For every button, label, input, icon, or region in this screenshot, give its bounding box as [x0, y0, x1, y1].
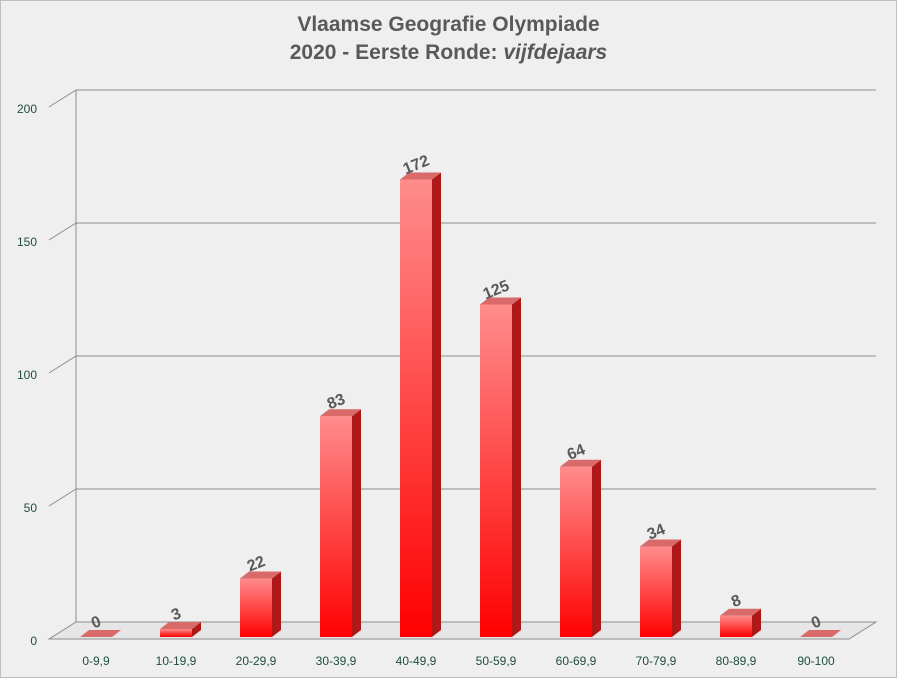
- bar: [320, 416, 352, 637]
- chart-title-line2: 2020 - Eerste Ronde: vijfdejaars: [1, 39, 896, 67]
- x-tick-label: 90-100: [797, 654, 835, 668]
- gridline-side: [48, 355, 77, 374]
- data-label: 83: [325, 391, 348, 413]
- gridlines: [48, 89, 876, 507]
- chart-title-line1: Vlaamse Geografie Olympiade: [297, 13, 600, 36]
- bar-top: [800, 630, 841, 637]
- bar-top: [320, 409, 361, 417]
- bar-top: [720, 608, 761, 616]
- chart-title: Vlaamse Geografie Olympiade 2020 - Eerst…: [1, 11, 896, 67]
- bars: [80, 172, 841, 638]
- bar-side: [512, 297, 521, 637]
- bar-top: [80, 630, 121, 637]
- chart-title-line2-italic: vijfdejaars: [503, 41, 608, 64]
- y-tick-label: 100: [17, 368, 37, 382]
- data-label: 22: [245, 553, 268, 575]
- bar-side: [432, 172, 441, 638]
- bar: [560, 466, 592, 637]
- chart-floor: [47, 90, 878, 640]
- bar: [400, 179, 432, 638]
- x-tick-label: 40-49,9: [396, 654, 437, 668]
- y-axis-ticks: 0 50 100 150 200: [17, 102, 37, 648]
- bar-top: [400, 172, 441, 180]
- data-label: 64: [565, 441, 588, 463]
- bar-top: [480, 297, 521, 305]
- y-tick-label: 50: [24, 501, 38, 515]
- x-tick-label: 50-59,9: [476, 654, 517, 668]
- y-tick-label: 0: [30, 634, 37, 648]
- x-axis-ticks: 0-9,9 10-19,9 20-29,9 30-39,9 40-49,9 50-59,9…: [82, 654, 835, 668]
- y-tick-label: 150: [17, 235, 37, 249]
- y-tick-label: 200: [17, 102, 37, 116]
- chart-title-line2-prefix: 2020 - Eerste Ronde:: [289, 41, 504, 64]
- bar: [640, 546, 672, 637]
- x-tick-label: 80-89,9: [716, 654, 757, 668]
- bar-side: [592, 459, 601, 637]
- x-tick-label: 70-79,9: [636, 654, 677, 668]
- bar: [160, 629, 192, 637]
- bar-side: [352, 409, 361, 637]
- bar-top: [240, 571, 281, 579]
- x-tick-label: 60-69,9: [556, 654, 597, 668]
- bar-top: [160, 622, 201, 630]
- gridline-side: [48, 89, 77, 108]
- bar: [720, 615, 752, 637]
- x-tick-label: 30-39,9: [316, 654, 357, 668]
- data-label: 8: [729, 592, 744, 611]
- gridline-side: [48, 222, 77, 241]
- bar: [240, 578, 272, 637]
- x-tick-label: 10-19,9: [156, 654, 197, 668]
- bar-side: [272, 571, 281, 637]
- data-label: 34: [645, 521, 668, 543]
- bar-side: [192, 622, 201, 637]
- bar-side: [672, 539, 681, 637]
- gridline-side: [48, 488, 77, 507]
- bar-side: [752, 608, 761, 637]
- x-tick-label: 20-29,9: [236, 654, 277, 668]
- bar-top: [640, 539, 681, 547]
- bar-top: [560, 459, 601, 467]
- x-tick-label: 0-9,9: [82, 654, 110, 668]
- bar: [480, 304, 512, 637]
